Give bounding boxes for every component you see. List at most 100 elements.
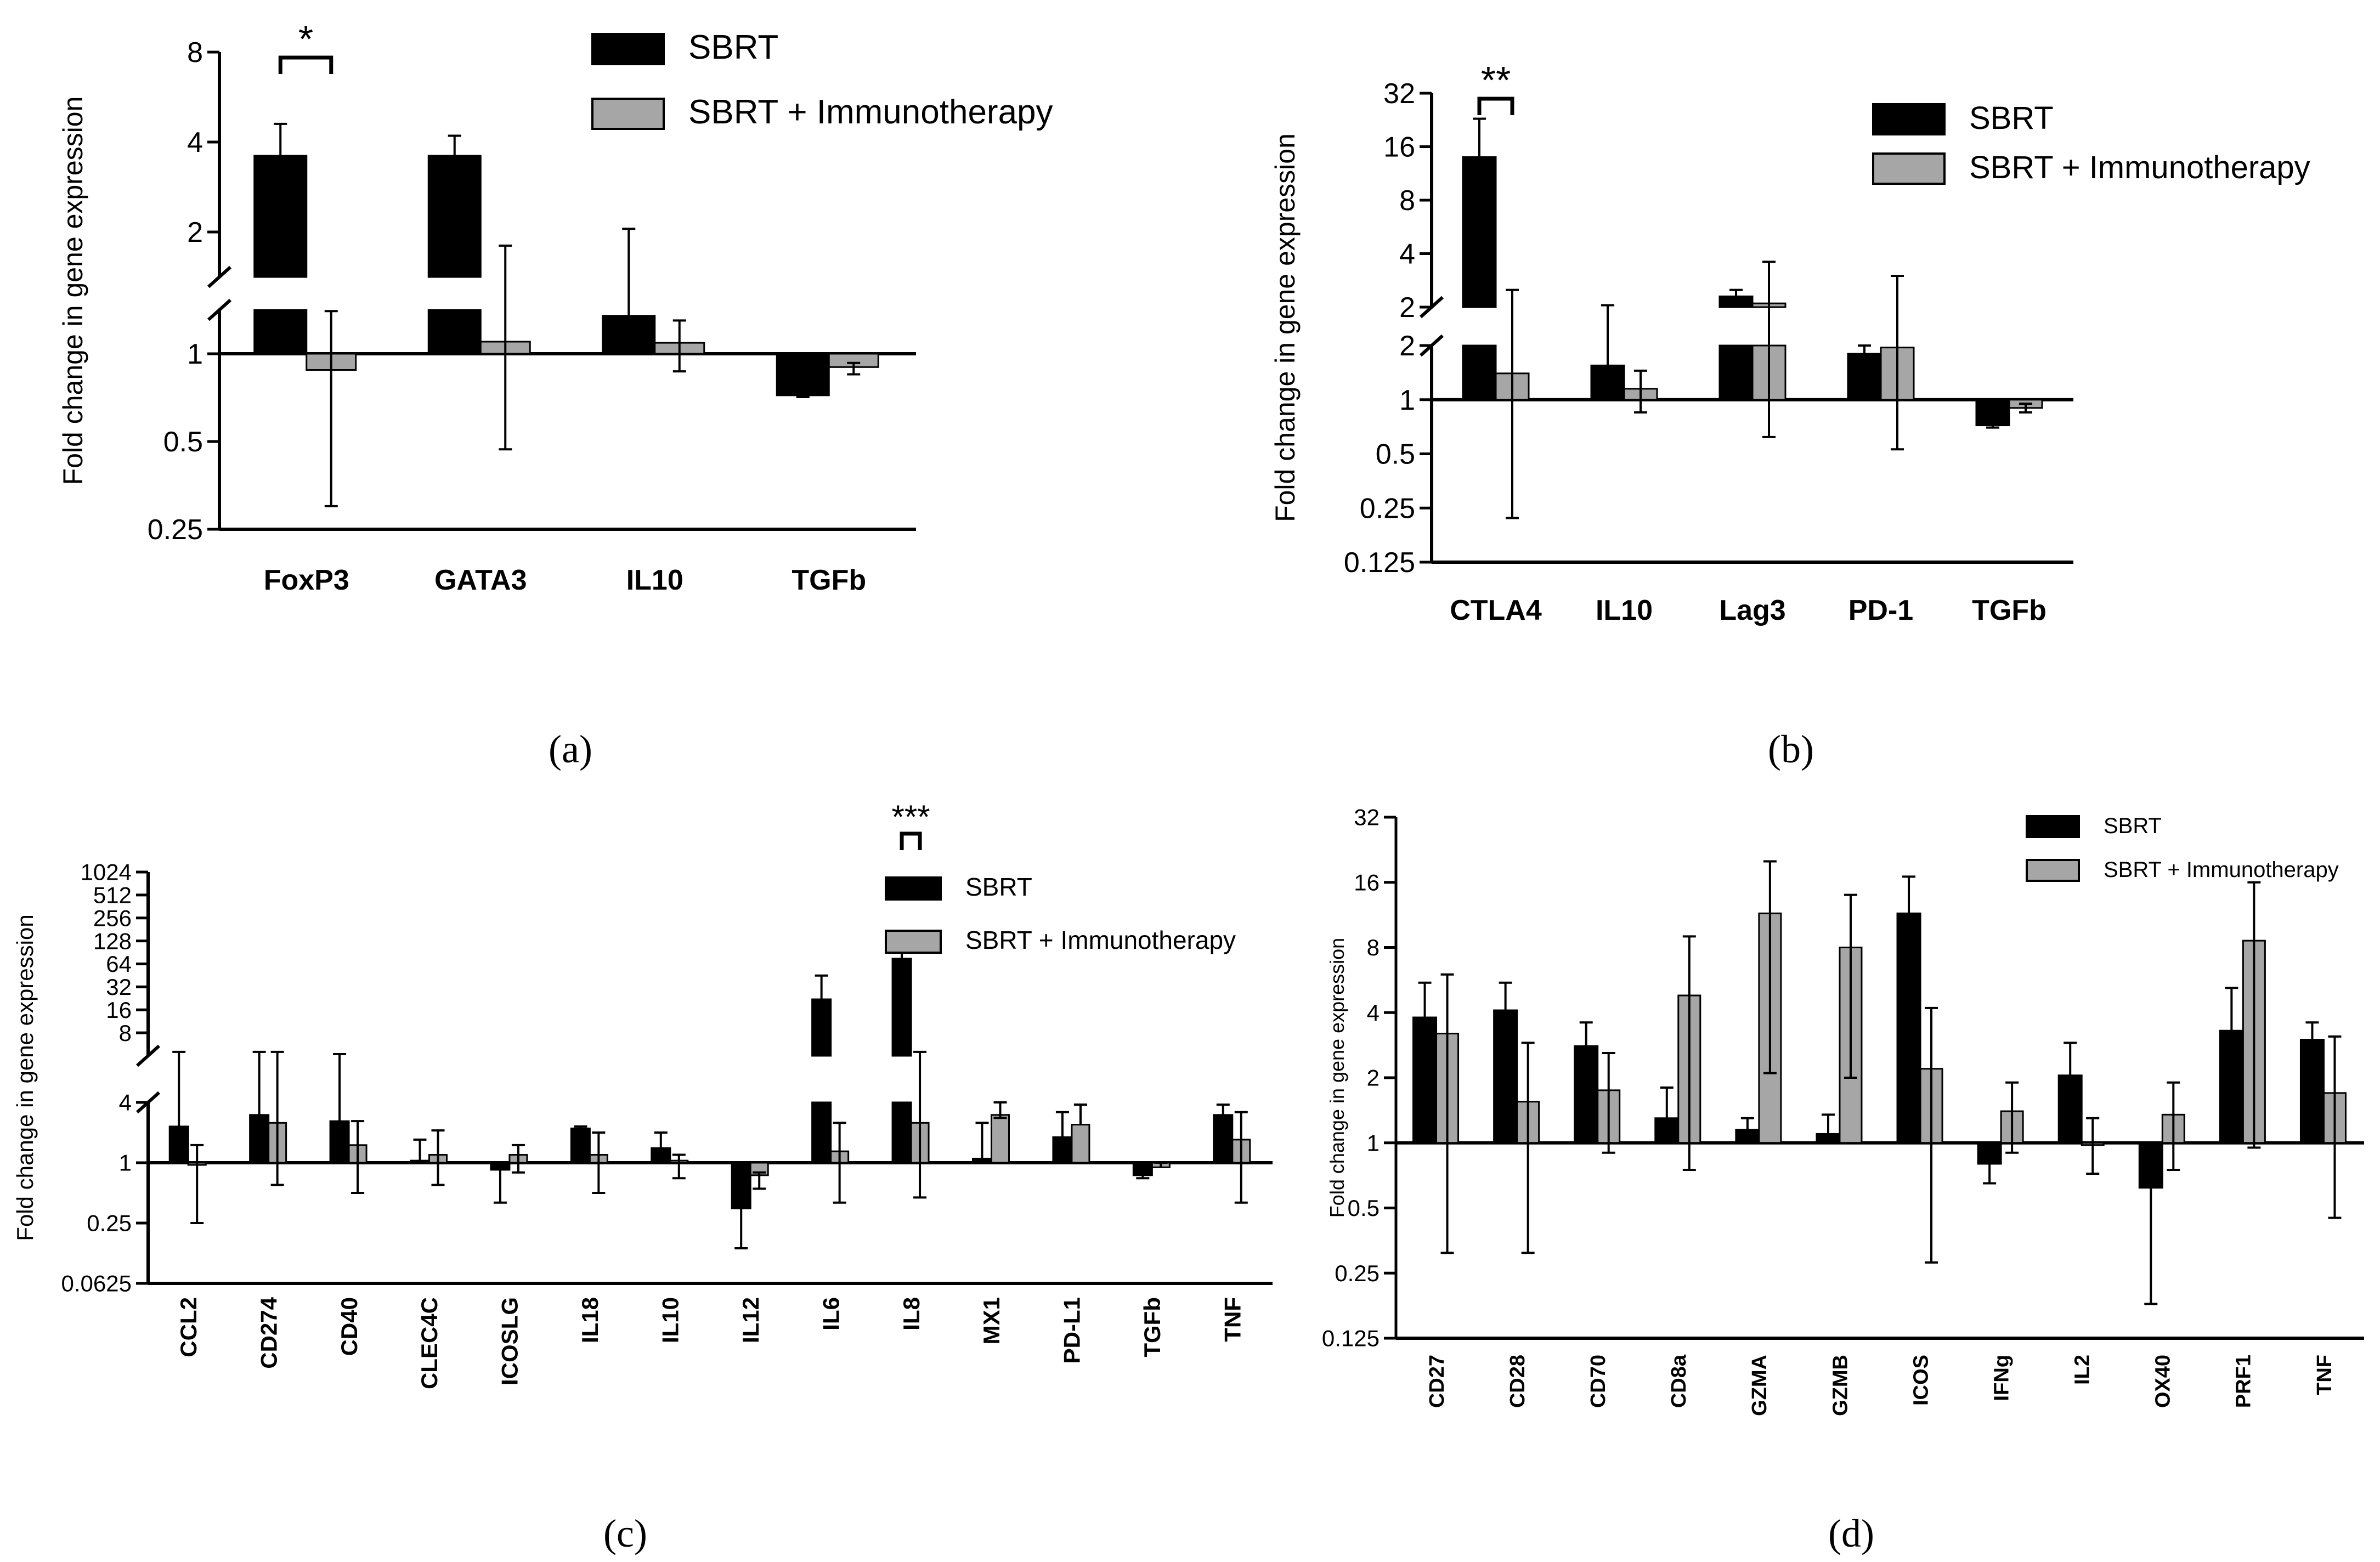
bar-sbrt [1816,1133,1841,1144]
x-tick-label: FoxP3 [264,564,349,596]
legend-swatch [1872,103,1946,135]
y-tick-label: 1 [1399,384,1415,416]
y-tick-label: 0.5 [163,426,203,458]
y-tick-label: 4 [1367,1000,1380,1026]
significance-bracket [1477,97,1514,115]
legend-label: SBRT [688,29,778,66]
y-tick-label: 32 [106,974,132,1000]
legend-swatch [591,33,665,65]
y-tick-label: 8 [187,37,203,69]
y-tick-label: 0.0625 [61,1271,132,1297]
x-tick-label: IL10 [657,1297,683,1343]
y-tick-label: 128 [93,928,132,954]
y-tick-label: 0.25 [87,1210,132,1236]
bar-sbrt [1977,1142,2002,1165]
bar-sbrt [2299,1039,2325,1144]
bar-sbrt [1052,1136,1073,1164]
x-tick-label: CD27 [1426,1355,1449,1408]
legend-label: SBRT + Immunotherapy [1969,150,2310,185]
bar-sbrt [427,309,482,355]
y-tick-label: 2 [187,217,203,248]
x-tick-label: TGFb [792,564,866,596]
y-tick-label: 2 [1399,330,1415,362]
y-tick-label: 4 [1399,239,1415,270]
x-tick-label: ICOS [1909,1355,1932,1406]
x-tick-label: CTLA4 [1450,595,1542,626]
x-tick-label: Lag3 [1719,595,1785,626]
legend-label: SBRT [965,873,1032,901]
panel-label-d: (d) [1828,1512,1874,1555]
x-tick-label: IL10 [626,564,683,596]
x-tick-label: TNF [2313,1355,2336,1395]
bar-sbrt [249,1114,270,1164]
bar-sbrt [2138,1142,2163,1189]
x-tick-label: IL10 [1596,595,1653,626]
x-tick-label: IL8 [898,1297,924,1331]
y-tick-label: 8 [1367,935,1380,960]
bar-sbrt [1896,912,1921,1144]
x-tick-label: PD-L1 [1059,1297,1085,1363]
bar-sbrt [731,1162,751,1209]
x-tick-label: IL12 [738,1297,764,1343]
bar-sbrt [1718,295,1754,308]
panel-label-b: (b) [1768,727,1814,771]
axis-break-mark [207,298,232,321]
legend-swatch [2026,859,2080,882]
chart-panel-a: 0.25 0.5 1 2 4 8 Fold change in gene expressio… [58,18,1053,596]
bar-sbrt [1493,1009,1518,1144]
legend-swatch [591,98,665,130]
y-tick-label: 8 [1399,185,1415,217]
x-tick-label: CD70 [1587,1355,1610,1408]
bar-sbrt-immuno [991,1114,1010,1164]
legend-label: SBRT + Immunotherapy [2104,858,2339,882]
bar-sbrt [1590,364,1625,401]
x-tick-label: CD274 [256,1297,281,1368]
bar-sbrt [1735,1129,1760,1144]
significance-bracket [278,55,333,74]
y-tick-label: 1 [187,338,203,370]
x-tick-label: CD28 [1506,1355,1529,1408]
y-axis-title: Fold change in gene expression [1270,133,1301,522]
bar-sbrt [811,1101,832,1164]
legend-swatch [885,876,942,901]
x-tick-label: IFNg [1990,1355,2013,1401]
bar-sbrt [427,155,482,278]
axis-break-mark [207,265,232,288]
significance-bracket [900,831,922,850]
bar-sbrt [570,1127,591,1164]
x-tick-label: OX40 [2152,1355,2175,1408]
significance-label: ** [1481,59,1511,101]
y-tick-label: 32 [1383,78,1415,110]
bar-sbrt [1132,1162,1153,1176]
bar-sbrt [168,1125,189,1164]
bar-sbrt [972,1157,992,1164]
y-axis-title: Fold change in gene expression [58,97,88,485]
bar-sbrt [490,1162,511,1171]
x-tick-label: TGFb [1972,595,2047,626]
y-tick-label: 2 [1367,1065,1380,1091]
bar-sbrt [776,353,830,397]
y-tick-label: 0.25 [148,514,203,546]
x-tick-label: CD40 [336,1297,362,1356]
y-tick-label: 16 [1354,869,1380,895]
y-tick-label: 4 [187,127,203,159]
bar-sbrt [410,1159,430,1164]
x-tick-label: MX1 [979,1297,1004,1344]
x-tick-label: CCL2 [176,1297,201,1357]
x-tick-label: ICOSLG [497,1297,523,1385]
x-tick-label: CLEC4C [416,1297,442,1389]
bar-sbrt [1574,1045,1599,1144]
bar-sbrt [2219,1029,2244,1144]
y-tick-label: 256 [93,905,132,931]
y-tick-label: 4 [119,1090,132,1116]
bar-sbrt [602,315,656,355]
x-tick-label: GZMA [1748,1355,1771,1416]
legend-swatch [1872,152,1946,185]
legend-label: SBRT [1969,100,2054,136]
bar-sbrt [253,155,308,278]
y-tick-label: 2 [1399,292,1415,324]
y-tick-label: 32 [1354,805,1380,830]
panel-label-c: (c) [603,1512,647,1555]
legend-label: SBRT + Immunotherapy [688,93,1053,131]
